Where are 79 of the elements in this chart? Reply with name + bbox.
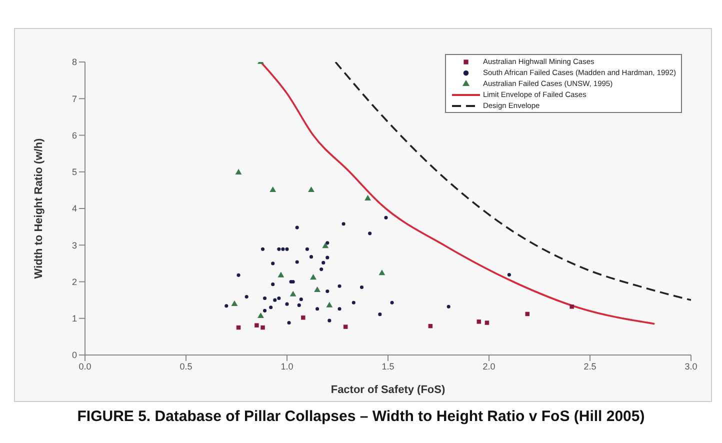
point: [570, 304, 574, 309]
point: [270, 186, 276, 192]
point: [326, 289, 330, 294]
point: [271, 282, 275, 286]
point: [260, 325, 265, 330]
point: [258, 312, 264, 318]
point: [262, 296, 267, 300]
point: [224, 304, 228, 308]
y-tick-label: 5: [72, 167, 77, 178]
point: [314, 286, 321, 292]
point: [342, 222, 346, 226]
point: [368, 232, 372, 236]
point: [343, 324, 348, 329]
y-axis-title: Width to Height Ratio (w/h): [32, 138, 45, 279]
point: [360, 285, 364, 290]
point: [390, 300, 394, 304]
point: [295, 226, 299, 230]
caption: FIGURE 5. Database of Pillar Collapses – Width to Height Ratio v FoS (Hill 2005): [76, 408, 646, 425]
point: [338, 284, 342, 288]
point: [278, 272, 284, 278]
point: [285, 247, 289, 251]
y-tick-label: 3: [72, 240, 77, 250]
x-tick-label: 1.5: [382, 361, 394, 372]
point: [484, 320, 490, 325]
point: [269, 306, 273, 310]
point: [310, 274, 316, 280]
point: [236, 273, 240, 277]
point: [446, 304, 450, 308]
point: [378, 312, 382, 316]
point: [326, 241, 330, 245]
point: [384, 216, 388, 220]
y-tick-label: 7: [72, 94, 77, 104]
y-tick-label: 8: [72, 57, 77, 68]
point: [231, 300, 238, 306]
x-tick-label: 2.5: [584, 361, 596, 372]
point: [322, 260, 326, 264]
point: [476, 320, 482, 324]
point: [297, 303, 301, 307]
point: [338, 307, 342, 311]
point: [320, 268, 324, 272]
point: [352, 300, 356, 304]
point: [364, 194, 372, 200]
y-tick-label: 1: [72, 314, 77, 324]
point: [244, 294, 248, 299]
x-tick-label: 0.5: [180, 361, 192, 372]
point: [271, 262, 275, 266]
point: [295, 260, 299, 264]
point: [326, 256, 330, 260]
y-tick-label: 2: [72, 276, 77, 287]
point: [328, 318, 332, 322]
point: [378, 270, 386, 276]
point: [290, 290, 296, 296]
point: [309, 255, 314, 259]
point: [305, 247, 309, 251]
x-tick-label: 2.0: [482, 361, 496, 372]
x-tick-label: 3.0: [684, 361, 698, 372]
y-tick-label: 0: [72, 350, 77, 360]
point: [285, 302, 289, 306]
point: [326, 302, 333, 308]
x-tick-label: 0.0: [78, 361, 92, 372]
point: [273, 298, 277, 302]
x-axis-title: Factor of Safety (FoS): [330, 384, 446, 396]
point: [262, 308, 267, 312]
point: [308, 186, 314, 192]
y-tick-label: 6: [72, 130, 77, 140]
point: [322, 242, 329, 248]
x-tick-label: 1.0: [280, 361, 294, 372]
point: [299, 298, 303, 302]
point: [507, 273, 511, 277]
point: [316, 307, 320, 311]
point: [287, 320, 291, 325]
point: [281, 247, 285, 251]
y-tick-label: 4: [72, 204, 77, 214]
point: [301, 316, 306, 320]
point: [260, 247, 265, 251]
point: [277, 296, 281, 300]
point: [277, 247, 281, 251]
point: [254, 323, 259, 328]
point: [235, 168, 242, 174]
